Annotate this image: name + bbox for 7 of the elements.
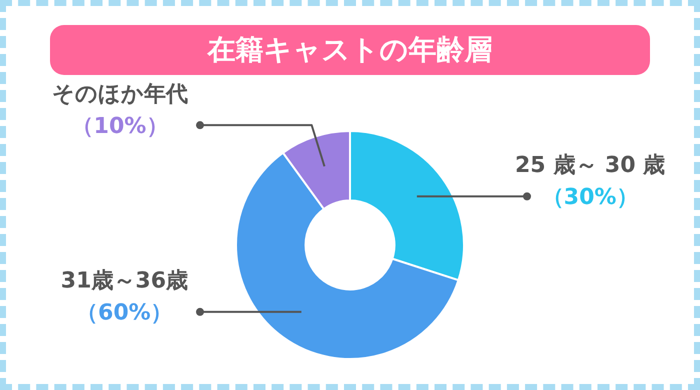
data-label: （30%） bbox=[542, 185, 638, 210]
data-label: （60%） bbox=[76, 300, 173, 326]
data-label: （10%） bbox=[72, 114, 168, 139]
chart-title: 在籍キャストの年齢層 bbox=[50, 25, 650, 75]
slice-label: 31歳～36歳 bbox=[60, 268, 188, 294]
slice-label: 25 歳～ 30 歳 bbox=[514, 153, 666, 178]
slice-label: そのほか年代 bbox=[52, 82, 188, 107]
